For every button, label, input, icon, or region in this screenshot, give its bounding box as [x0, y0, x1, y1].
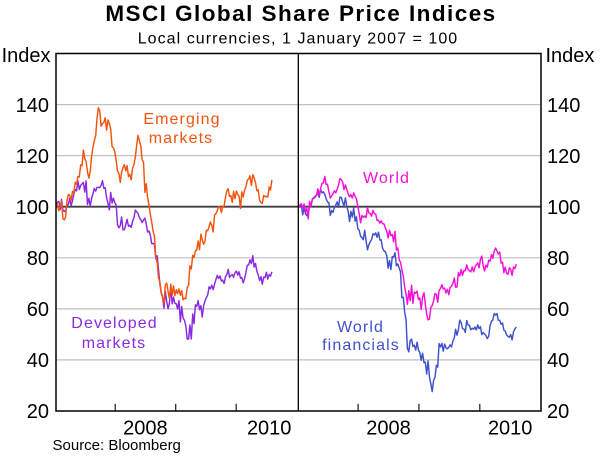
svg-text:40: 40	[547, 350, 569, 372]
svg-text:Source: Bloomberg: Source: Bloomberg	[53, 437, 181, 454]
svg-text:markets: markets	[149, 130, 214, 147]
svg-text:World: World	[363, 170, 410, 187]
svg-text:20: 20	[547, 401, 569, 423]
svg-text:40: 40	[27, 350, 49, 372]
svg-text:140: 140	[16, 95, 49, 117]
svg-text:140: 140	[547, 95, 580, 117]
svg-text:60: 60	[27, 299, 49, 321]
svg-text:Index: Index	[546, 45, 595, 67]
svg-text:Index: Index	[2, 45, 51, 67]
svg-text:120: 120	[16, 146, 49, 168]
svg-text:Local currencies, 1 January 20: Local currencies, 1 January 2007 = 100	[138, 31, 459, 48]
svg-text:2008: 2008	[123, 418, 168, 440]
svg-text:60: 60	[547, 299, 569, 321]
svg-text:financials: financials	[322, 337, 400, 354]
svg-text:120: 120	[547, 146, 580, 168]
svg-text:Emerging: Emerging	[143, 111, 220, 128]
svg-text:Developed: Developed	[71, 315, 157, 332]
svg-text:100: 100	[16, 197, 49, 219]
svg-text:World: World	[337, 319, 384, 336]
svg-text:2010: 2010	[488, 418, 533, 440]
svg-text:2008: 2008	[366, 418, 411, 440]
svg-text:2010: 2010	[247, 418, 292, 440]
svg-text:100: 100	[547, 197, 580, 219]
svg-text:80: 80	[547, 248, 569, 270]
svg-text:80: 80	[27, 248, 49, 270]
svg-text:markets: markets	[82, 335, 147, 352]
svg-text:MSCI Global Share Price Indice: MSCI Global Share Price Indices	[105, 1, 496, 26]
svg-text:20: 20	[27, 401, 49, 423]
